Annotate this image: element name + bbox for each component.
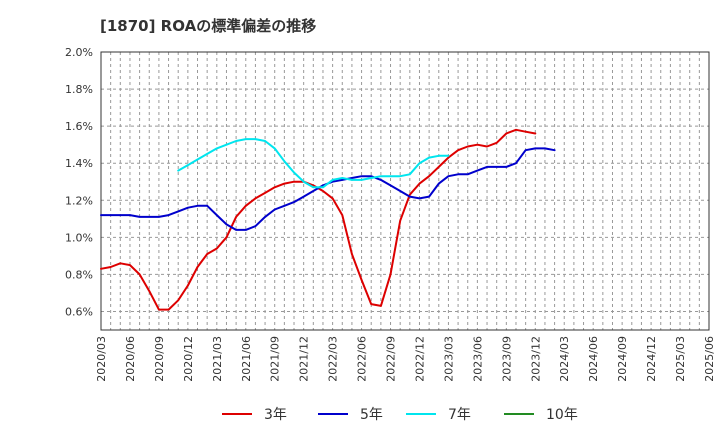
- grid-layer: [101, 51, 709, 330]
- x-tick-label: 2023/03: [442, 336, 455, 382]
- legend-label: 7年: [448, 407, 471, 423]
- x-tick-label: 2022/12: [413, 336, 426, 382]
- y-tick-label: 1.4%: [65, 157, 93, 170]
- y-tick-label: 2.0%: [65, 46, 93, 59]
- x-tick-label: 2023/12: [529, 336, 542, 382]
- x-tick-label: 2024/09: [616, 336, 629, 382]
- y-tick-label: 1.6%: [65, 120, 93, 133]
- x-tick-label: 2021/12: [298, 336, 311, 382]
- x-tick-label: 2024/03: [558, 336, 571, 382]
- series-line-7年: [177, 138, 450, 189]
- plot-area: [101, 52, 709, 330]
- x-axis-ticks: 2020/03 2020/06 2020/09 2020/12 2021/03 2021/…: [95, 336, 716, 382]
- x-tick-label: 2025/03: [674, 336, 687, 382]
- legend-label: 5年: [360, 407, 383, 423]
- y-tick-label: 0.8%: [65, 268, 93, 281]
- x-tick-label: 2024/12: [645, 336, 658, 382]
- y-axis-ticks: 0.6% 0.8% 1.0% 1.2% 1.4% 1.6% 1.8% 2.0%: [65, 46, 93, 318]
- y-tick-label: 1.2%: [65, 194, 93, 207]
- x-tick-label: 2022/09: [385, 336, 398, 382]
- y-tick-label: 1.8%: [65, 83, 93, 96]
- x-tick-label: 2023/09: [500, 336, 513, 382]
- legend-label: 10年: [546, 407, 578, 423]
- x-tick-label: 2021/09: [269, 336, 282, 382]
- x-tick-label: 2025/06: [703, 336, 716, 382]
- legend: 3年 5年 7年 10年: [222, 407, 578, 423]
- y-tick-label: 0.6%: [65, 305, 93, 318]
- x-tick-label: 2022/03: [327, 336, 340, 382]
- x-tick-label: 2022/06: [356, 336, 369, 382]
- x-tick-label: 2020/09: [153, 336, 166, 382]
- x-tick-label: 2020/12: [182, 336, 195, 382]
- x-tick-label: 2021/03: [211, 336, 224, 382]
- x-tick-label: 2023/06: [471, 336, 484, 382]
- legend-label: 3年: [264, 407, 287, 423]
- x-tick-label: 2024/06: [587, 336, 600, 382]
- y-tick-label: 1.0%: [65, 231, 93, 244]
- chart-title: [1870] ROAの標準偏差の推移: [100, 17, 317, 35]
- series-layer: [100, 128, 556, 311]
- x-tick-label: 2020/03: [95, 336, 108, 382]
- x-tick-label: 2020/06: [124, 336, 137, 382]
- x-tick-label: 2021/06: [240, 336, 253, 382]
- plot-frame: [100, 51, 710, 331]
